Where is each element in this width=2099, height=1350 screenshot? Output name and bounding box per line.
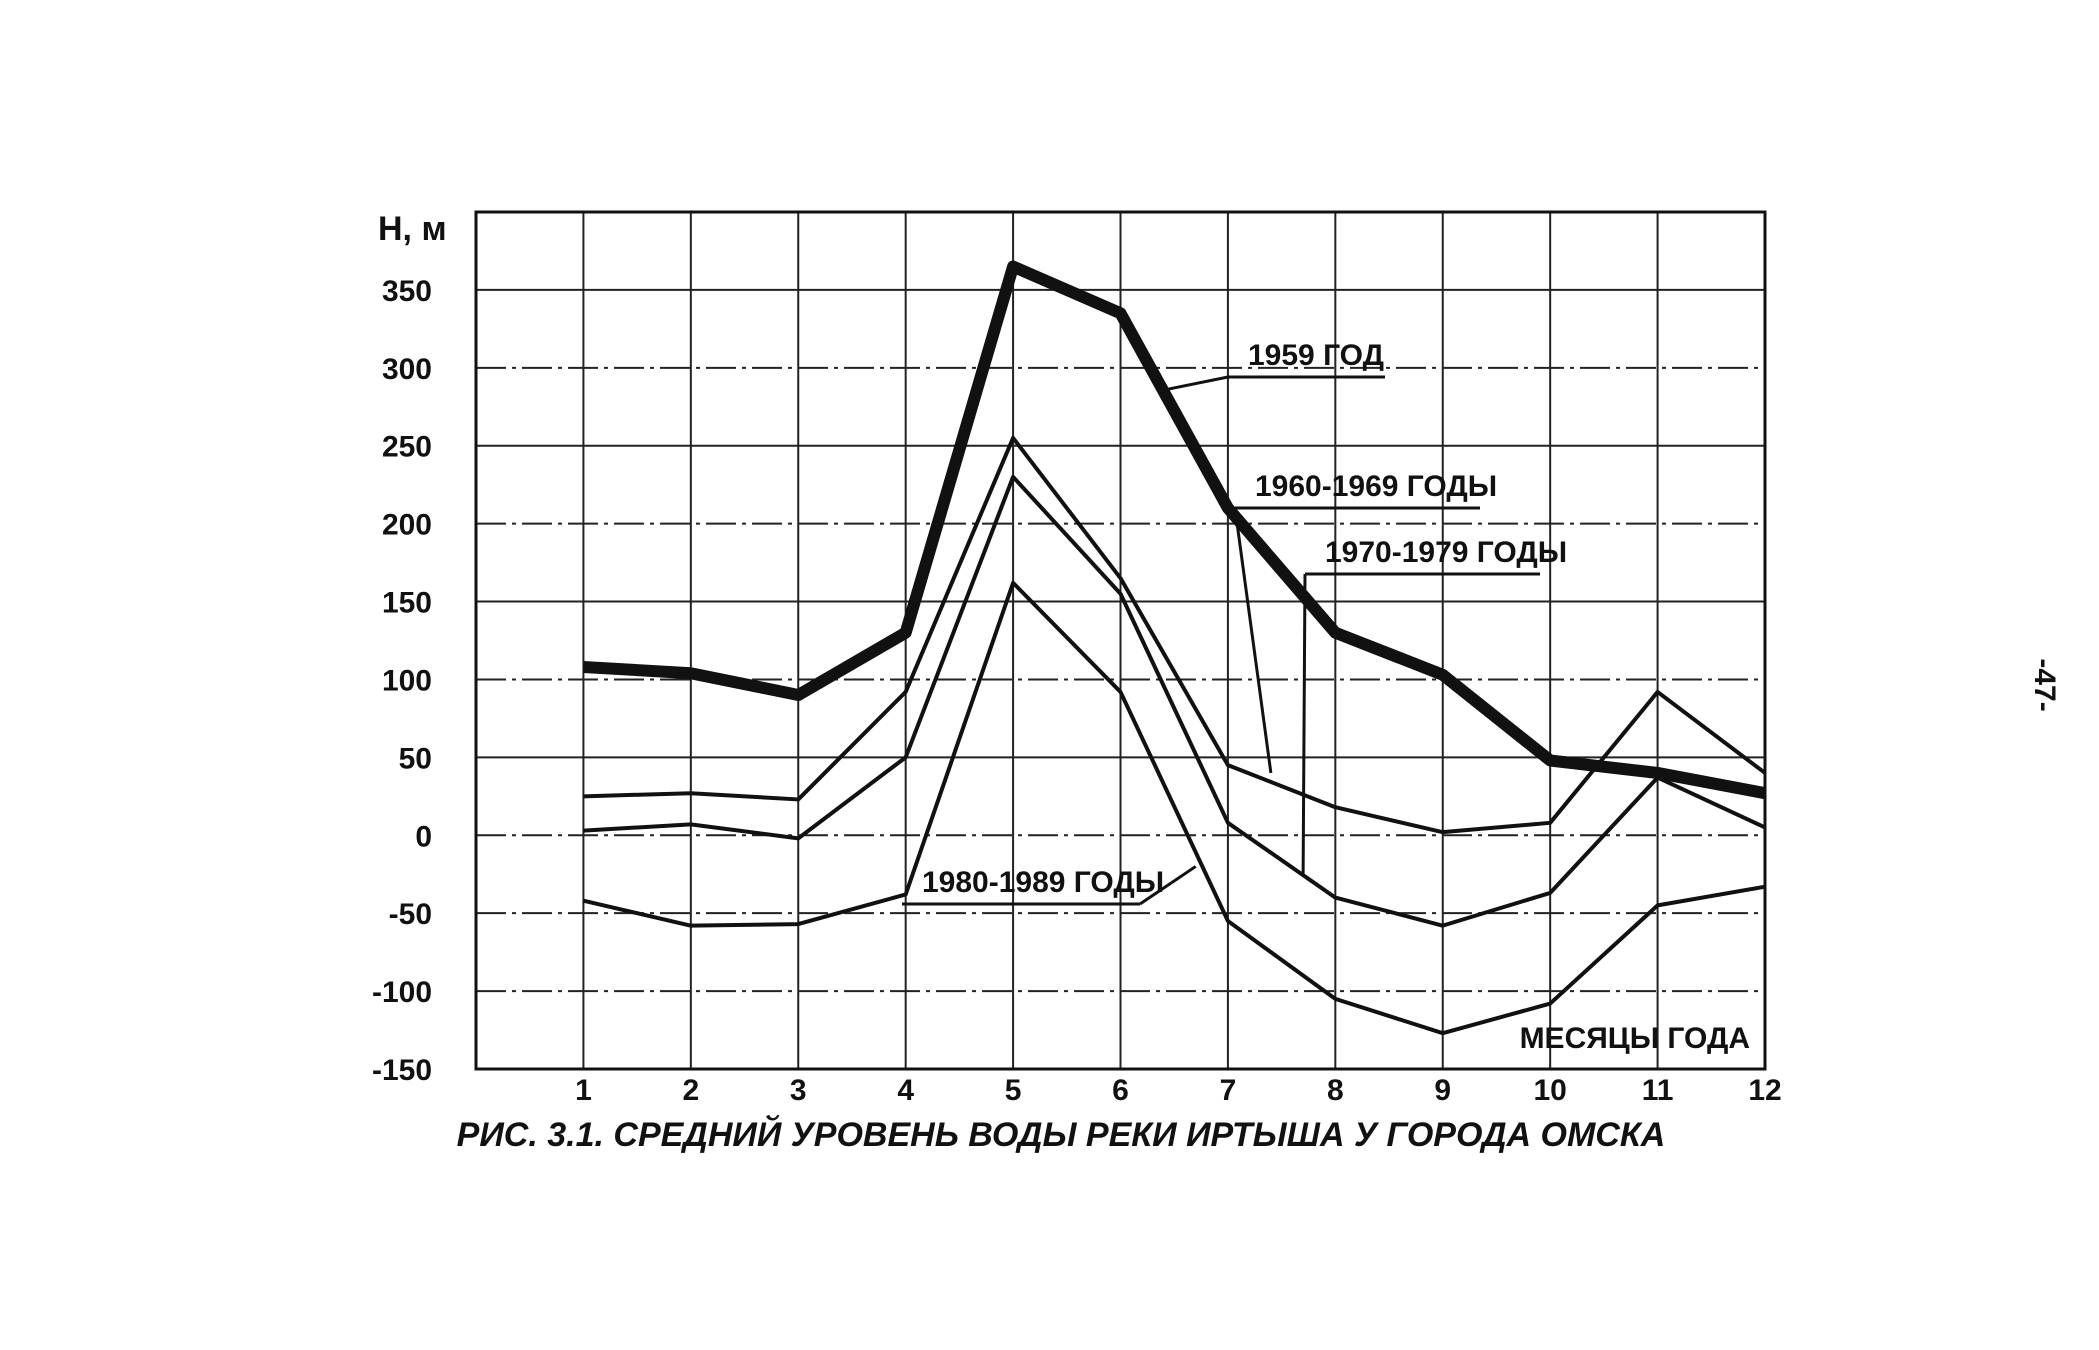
- series-line-1: [583, 260, 1767, 800]
- x-tick-label: 10: [1533, 1074, 1566, 1107]
- x-tick-label: 7: [1220, 1074, 1237, 1107]
- x-tick-label: 1: [575, 1074, 592, 1107]
- y-tick-label: -50: [389, 898, 432, 931]
- series-leader-line: [1157, 375, 1229, 393]
- series-line-2: [583, 435, 1767, 835]
- y-tick-label: 300: [382, 353, 432, 386]
- y-tick-label: 100: [382, 664, 432, 697]
- y-tick-label: 250: [382, 431, 432, 464]
- x-axis: 1 2 3 4 5 6 7 8 9 10 11 12: [575, 1074, 1782, 1107]
- y-axis: 350 300 250 200 150 100 50 0 -50 -100 -150: [372, 275, 432, 1087]
- x-axis-title: МЕСЯЦЫ ГОДА: [1520, 1022, 1750, 1055]
- x-tick-label: 5: [1005, 1074, 1022, 1107]
- x-tick-label: 12: [1748, 1074, 1781, 1107]
- y-axis-title: H, м: [378, 210, 447, 248]
- x-tick-label: 9: [1434, 1074, 1451, 1107]
- series-leaders: 1959 ГОД 1960-1969 ГОДЫ 1970-1979 ГОДЫ 1980…: [902, 339, 1567, 906]
- x-tick-label: 2: [682, 1074, 699, 1107]
- series-label-2: 1960-1969 ГОДЫ: [1255, 470, 1497, 503]
- series-line-3: [583, 474, 1766, 928]
- series-label-3: 1970-1979 ГОДЫ: [1325, 536, 1567, 569]
- x-tick-label: 6: [1112, 1074, 1129, 1107]
- y-tick-label: -150: [372, 1054, 432, 1087]
- y-tick-label: 200: [382, 509, 432, 542]
- series-lines: [582, 260, 1767, 1036]
- plot-frame: [474, 210, 1767, 1071]
- x-tick-label: 8: [1327, 1074, 1344, 1107]
- series-leader-line: [1301, 573, 1307, 875]
- series-leader-line: [1233, 507, 1273, 774]
- y-tick-label: -100: [372, 976, 432, 1009]
- y-tick-label: 350: [382, 275, 432, 308]
- page-number: -47-: [2028, 658, 2061, 711]
- y-tick-label: 0: [415, 820, 432, 853]
- y-tick-label: 150: [382, 587, 432, 620]
- y-tick-label: 50: [399, 742, 432, 775]
- chart-title: РИС. 3.1. СРЕДНИЙ УРОВЕНЬ ВОДЫ РЕКИ ИРТЫ…: [457, 1115, 1666, 1154]
- x-tick-label: 4: [897, 1074, 914, 1107]
- series-leader-line: [1139, 865, 1197, 906]
- series-label-4: 1980-1989 ГОДЫ: [922, 866, 1164, 899]
- grid: [476, 212, 1766, 1070]
- x-tick-label: 3: [790, 1074, 807, 1107]
- x-tick-label: 11: [1642, 1074, 1674, 1107]
- series-line-4: [582, 580, 1766, 1036]
- series-label-1: 1959 ГОД: [1248, 339, 1384, 372]
